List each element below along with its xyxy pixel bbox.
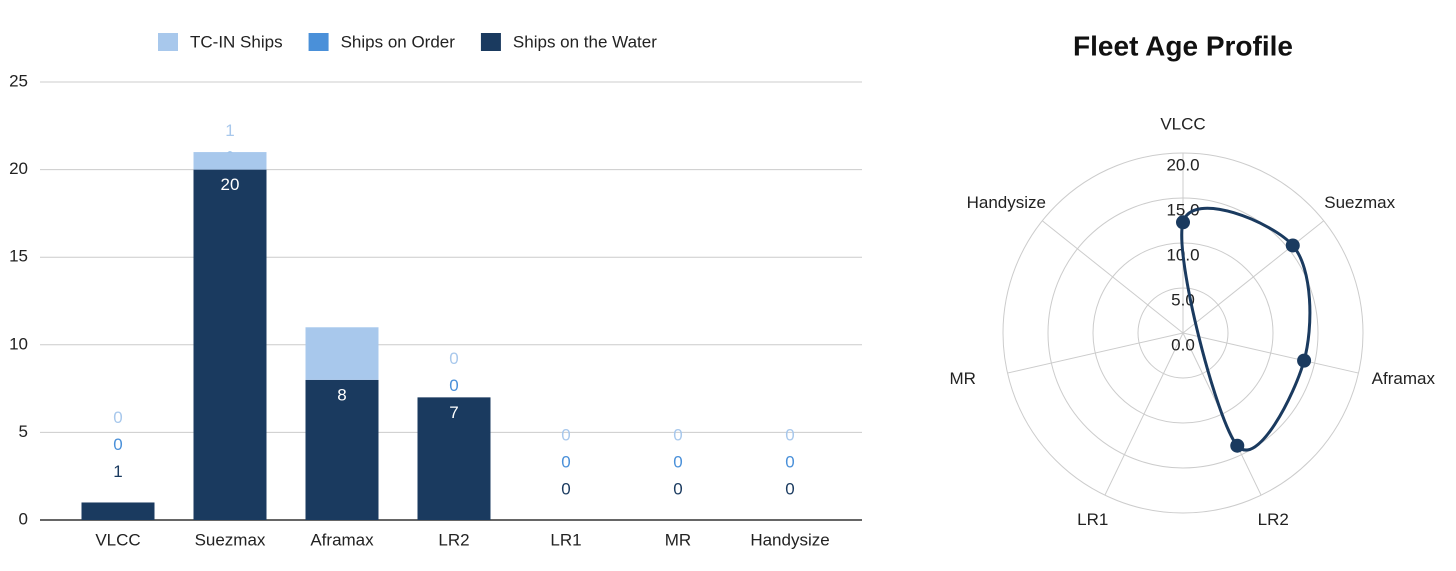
value-label: 8 [337, 385, 346, 404]
value-label: 0 [113, 408, 122, 427]
legend-swatch [308, 33, 329, 51]
bar [193, 169, 267, 520]
value-label: 0 [561, 479, 570, 498]
value-label: 0 [673, 425, 682, 444]
bar [193, 152, 267, 170]
r-tick-label: 15.0 [1166, 200, 1199, 219]
spoke [1104, 332, 1184, 496]
axis-label: LR2 [1258, 510, 1289, 529]
value-label: 20 [221, 175, 240, 194]
y-tick-label: 10 [9, 334, 28, 353]
point [1285, 238, 1300, 253]
y-tick-label: 5 [19, 422, 28, 441]
x-tick-label: LR1 [550, 530, 581, 549]
axis-label: VLCC [1160, 114, 1205, 133]
value-label: 0 [673, 452, 682, 471]
y-tick-label: 15 [9, 247, 28, 266]
y-tick-label: 0 [19, 509, 28, 528]
value-label: 0 [449, 376, 458, 395]
spoke [1182, 220, 1325, 334]
value-label: 0 [673, 479, 682, 498]
value-label: 1 [225, 121, 234, 140]
x-tick-label: MR [665, 530, 691, 549]
bar [305, 379, 379, 520]
x-tick-label: Aframax [310, 530, 374, 549]
spoke [1182, 332, 1359, 374]
series-line [1180, 206, 1312, 452]
x-tick-label: LR2 [438, 530, 469, 549]
value-label: 0 [561, 425, 570, 444]
legend-label: Ships on the Water [513, 32, 657, 51]
point [1297, 353, 1312, 368]
axis-label: Handysize [967, 193, 1046, 212]
r-tick-label: 20.0 [1166, 155, 1199, 174]
bar [81, 502, 155, 520]
y-tick-label: 20 [9, 159, 28, 178]
axis-label: Aframax [1372, 369, 1436, 388]
x-tick-label: Handysize [750, 530, 829, 549]
axis-label: Suezmax [1324, 193, 1395, 212]
axis-label: LR1 [1077, 510, 1108, 529]
legend-label: TC-IN Ships [190, 32, 283, 51]
spoke [1007, 332, 1184, 374]
spoke [1041, 220, 1184, 334]
value-label: 0 [785, 479, 794, 498]
value-label: 0 [785, 452, 794, 471]
r-tick-label: 0.0 [1171, 335, 1195, 354]
legend-swatch [480, 33, 501, 51]
point [1176, 215, 1190, 230]
value-label: 0 [449, 349, 458, 368]
bar [305, 327, 379, 380]
value-label: 7 [449, 403, 458, 422]
axis-label: MR [949, 369, 975, 388]
y-tick-label: 25 [9, 71, 28, 90]
x-tick-label: VLCC [95, 530, 140, 549]
chart-title: Fleet Age Profile [1073, 30, 1293, 61]
x-tick-label: Suezmax [195, 530, 266, 549]
value-label: 1 [113, 462, 122, 481]
value-label: 3 [337, 331, 346, 350]
value-label: 0 [113, 435, 122, 454]
point [1230, 438, 1245, 453]
value-label: 0 [785, 425, 794, 444]
bar [417, 397, 491, 520]
legend-label: Ships on Order [341, 32, 456, 51]
legend-swatch [158, 33, 178, 51]
value-label: 0 [561, 452, 570, 471]
